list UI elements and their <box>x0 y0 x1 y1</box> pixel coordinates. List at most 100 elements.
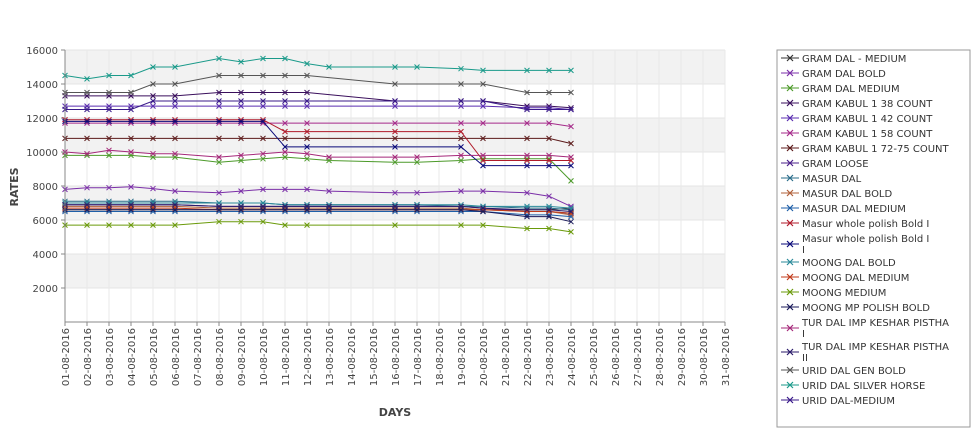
legend-label: MOONG MEDIUM <box>802 288 886 299</box>
data-point <box>304 144 310 150</box>
data-point <box>106 118 112 125</box>
data-point <box>216 203 222 210</box>
data-point <box>216 218 222 225</box>
data-point <box>480 98 486 104</box>
x-tick-label: 22-08-2016 <box>523 328 534 386</box>
data-point <box>480 120 486 126</box>
data-point <box>238 203 244 210</box>
data-point <box>282 103 288 109</box>
legend-label: TUR DAL IMP KESHAR PISTHA <box>801 342 949 353</box>
data-point <box>150 206 156 213</box>
data-point <box>260 55 266 62</box>
data-point <box>282 144 288 150</box>
data-point <box>238 157 244 164</box>
axes <box>64 50 725 323</box>
x-tick-label: 24-08-2016 <box>567 328 578 386</box>
data-point <box>238 135 244 142</box>
legend-marker <box>786 366 794 374</box>
data-point <box>238 118 244 125</box>
data-point <box>106 135 112 142</box>
data-point <box>282 154 288 160</box>
data-point <box>568 89 574 96</box>
legend-label: MASUR DAL <box>802 174 862 185</box>
data-point <box>172 81 178 87</box>
series-17 <box>62 147 574 160</box>
x-tick-label: 31-08-2016 <box>721 328 732 386</box>
data-point <box>326 64 332 70</box>
legend-marker <box>786 129 794 137</box>
legend-marker <box>786 174 794 182</box>
data-point <box>128 206 134 213</box>
x-tick-label: 13-08-2016 <box>325 328 336 386</box>
x-tick-label: 05-08-2016 <box>149 328 160 386</box>
data-point <box>150 201 156 208</box>
data-point <box>172 188 178 194</box>
data-point <box>568 218 574 225</box>
data-point <box>128 89 134 96</box>
data-point <box>282 128 288 135</box>
x-tick-label: 29-08-2016 <box>677 328 688 386</box>
x-tick-label: 07-08-2016 <box>193 328 204 386</box>
data-point <box>150 222 156 228</box>
data-point <box>260 118 266 125</box>
data-point <box>84 135 90 142</box>
data-point <box>524 162 530 169</box>
series-20 <box>62 55 574 82</box>
x-tick-label: 09-08-2016 <box>237 328 248 386</box>
legend-marker <box>786 99 794 107</box>
data-point <box>392 159 398 166</box>
data-point <box>282 135 288 142</box>
legend-label: I <box>802 245 805 256</box>
data-point <box>84 222 90 228</box>
data-point <box>238 152 244 159</box>
data-point <box>128 135 134 142</box>
data-point <box>106 201 112 208</box>
data-point <box>216 103 222 109</box>
data-point <box>150 93 156 99</box>
data-point <box>458 81 464 87</box>
x-tick-label: 01-08-2016 <box>61 328 72 386</box>
data-point <box>304 103 310 109</box>
data-point <box>414 203 420 210</box>
legend-label: URID DAL GEN BOLD <box>802 366 906 377</box>
data-point <box>84 76 90 82</box>
data-point <box>128 72 134 79</box>
legend-label: GRAM KABUL 1 72-75 COUNT <box>802 144 950 155</box>
data-point <box>238 89 244 96</box>
data-point <box>282 89 288 96</box>
data-point <box>260 203 266 210</box>
legend-label: GRAM LOOSE <box>802 159 869 170</box>
legend-marker <box>786 240 794 248</box>
data-point <box>216 159 222 166</box>
series-6 <box>62 135 574 147</box>
data-point <box>392 103 398 109</box>
legend-item: URID DAL-MEDIUM <box>781 396 895 407</box>
legend-item: MASUR DAL MEDIUM <box>781 204 906 215</box>
x-tick-label: 12-08-2016 <box>303 328 314 386</box>
data-point <box>546 206 552 213</box>
data-point <box>282 149 288 155</box>
x-tick-label: 16-08-2016 <box>391 328 402 386</box>
legend-item: GRAM DAL BOLD <box>781 69 886 80</box>
data-point <box>150 81 156 87</box>
data-point <box>524 152 530 159</box>
data-point <box>480 152 486 159</box>
legend-item: Masur whole polish Bold I <box>781 219 929 230</box>
data-point <box>216 55 222 62</box>
plot-background <box>64 49 726 322</box>
data-point <box>260 218 266 225</box>
data-point <box>524 120 530 126</box>
data-point <box>216 154 222 160</box>
data-point <box>216 118 222 125</box>
data-point <box>238 188 244 194</box>
x-tick-label: 02-08-2016 <box>83 328 94 386</box>
x-tick-label: 27-08-2016 <box>633 328 644 386</box>
legend-item: Masur whole polish Bold II <box>781 234 929 256</box>
x-axis-title: DAYS <box>379 406 412 419</box>
data-point <box>524 106 530 113</box>
data-point <box>304 155 310 162</box>
data-point <box>128 183 134 190</box>
series-21 <box>62 98 574 113</box>
data-point <box>216 98 222 104</box>
